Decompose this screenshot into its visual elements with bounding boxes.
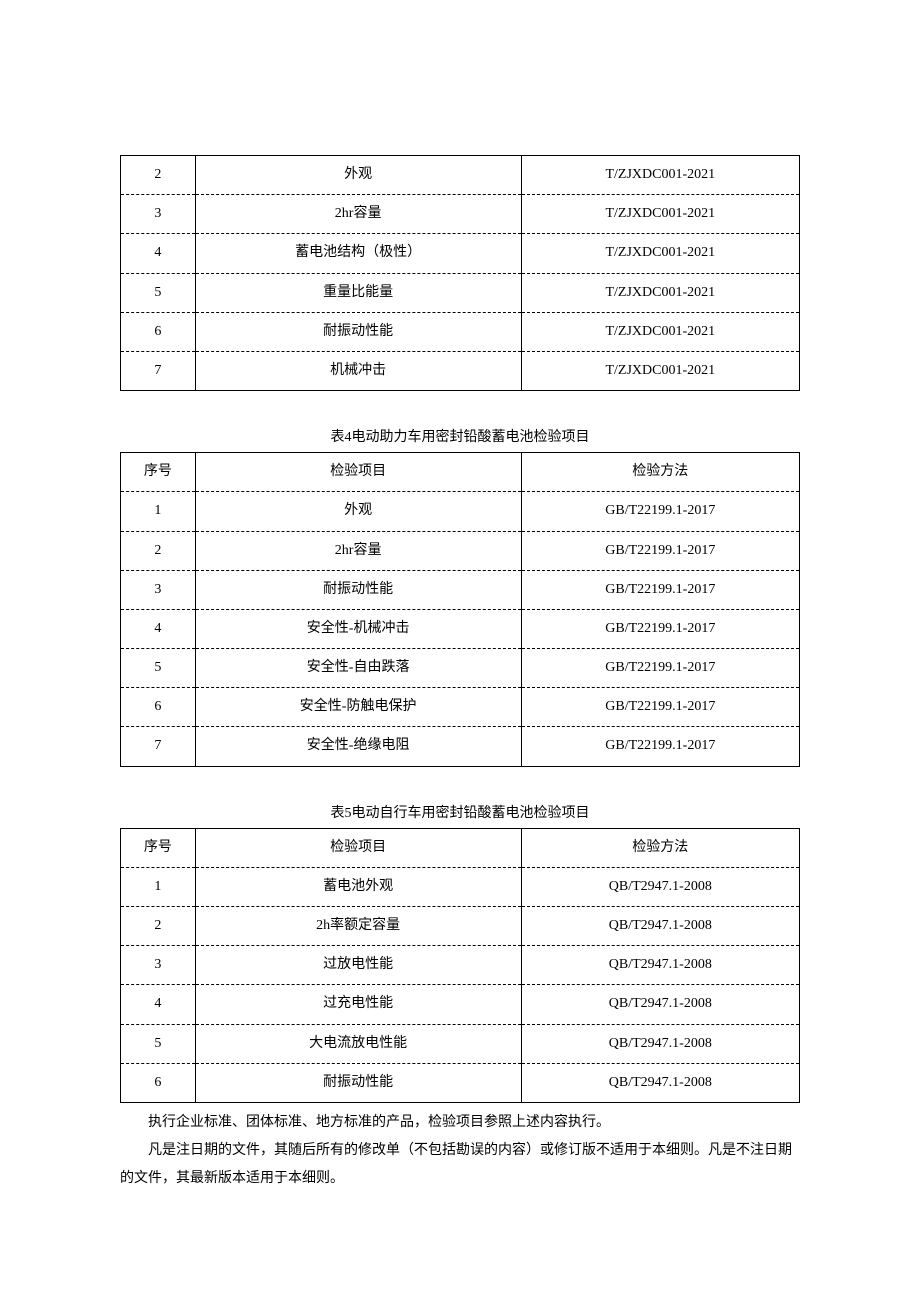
table-row: 4蓄电池结构（极性）T/ZJXDC001-2021: [121, 234, 800, 273]
table-row: 22h率额定容量QB/T2947.1-2008: [121, 907, 800, 946]
cell-item: 2hr容量: [195, 195, 521, 234]
table-row: 2外观T/ZJXDC001-2021: [121, 156, 800, 195]
footnote-2: 凡是注日期的文件，其随后所有的修改单（不包括勘误的内容）或修订版不适用于本细则。…: [120, 1137, 800, 1193]
cell-serial: 2: [121, 907, 196, 946]
header-item: 检验项目: [195, 828, 521, 867]
table3-caption: 表5电动自行车用密封铅酸蓄电池检验项目: [120, 802, 800, 822]
cell-method: GB/T22199.1-2017: [521, 492, 799, 531]
cell-method: T/ZJXDC001-2021: [521, 351, 799, 390]
cell-method: QB/T2947.1-2008: [521, 1024, 799, 1063]
cell-method: QB/T2947.1-2008: [521, 907, 799, 946]
cell-serial: 5: [121, 273, 196, 312]
inspection-table-3: 序号检验项目检验方法1蓄电池外观QB/T2947.1-200822h率额定容量Q…: [120, 828, 800, 1103]
cell-method: T/ZJXDC001-2021: [521, 156, 799, 195]
table-row: 32hr容量T/ZJXDC001-2021: [121, 195, 800, 234]
cell-serial: 2: [121, 531, 196, 570]
cell-serial: 1: [121, 492, 196, 531]
cell-item: 2hr容量: [195, 531, 521, 570]
table-row: 5安全性-自由跌落GB/T22199.1-2017: [121, 649, 800, 688]
cell-item: 重量比能量: [195, 273, 521, 312]
cell-serial: 3: [121, 570, 196, 609]
cell-method: GB/T22199.1-2017: [521, 727, 799, 766]
cell-serial: 3: [121, 195, 196, 234]
cell-item: 过充电性能: [195, 985, 521, 1024]
table-row: 7机械冲击T/ZJXDC001-2021: [121, 351, 800, 390]
cell-item: 蓄电池结构（极性）: [195, 234, 521, 273]
cell-item: 外观: [195, 492, 521, 531]
table-row: 1外观GB/T22199.1-2017: [121, 492, 800, 531]
cell-serial: 5: [121, 1024, 196, 1063]
cell-item: 耐振动性能: [195, 570, 521, 609]
cell-serial: 7: [121, 727, 196, 766]
table-row: 5大电流放电性能QB/T2947.1-2008: [121, 1024, 800, 1063]
cell-serial: 5: [121, 649, 196, 688]
cell-item: 安全性-自由跌落: [195, 649, 521, 688]
cell-item: 大电流放电性能: [195, 1024, 521, 1063]
cell-item: 安全性-机械冲击: [195, 609, 521, 648]
cell-serial: 4: [121, 985, 196, 1024]
cell-method: GB/T22199.1-2017: [521, 531, 799, 570]
cell-serial: 4: [121, 609, 196, 648]
table-row: 22hr容量GB/T22199.1-2017: [121, 531, 800, 570]
cell-item: 机械冲击: [195, 351, 521, 390]
cell-item: 耐振动性能: [195, 1063, 521, 1102]
inspection-table-1: 2外观T/ZJXDC001-202132hr容量T/ZJXDC001-20214…: [120, 155, 800, 391]
table-row: 5重量比能量T/ZJXDC001-2021: [121, 273, 800, 312]
cell-item: 安全性-绝缘电阻: [195, 727, 521, 766]
cell-method: QB/T2947.1-2008: [521, 985, 799, 1024]
table-header-row: 序号检验项目检验方法: [121, 828, 800, 867]
cell-serial: 1: [121, 867, 196, 906]
cell-method: QB/T2947.1-2008: [521, 867, 799, 906]
cell-method: GB/T22199.1-2017: [521, 609, 799, 648]
cell-serial: 2: [121, 156, 196, 195]
table-row: 3过放电性能QB/T2947.1-2008: [121, 946, 800, 985]
cell-method: T/ZJXDC001-2021: [521, 234, 799, 273]
cell-method: T/ZJXDC001-2021: [521, 273, 799, 312]
table-header-row: 序号检验项目检验方法: [121, 453, 800, 492]
cell-method: QB/T2947.1-2008: [521, 1063, 799, 1102]
cell-method: QB/T2947.1-2008: [521, 946, 799, 985]
inspection-table-2: 序号检验项目检验方法1外观GB/T22199.1-201722hr容量GB/T2…: [120, 452, 800, 767]
cell-item: 过放电性能: [195, 946, 521, 985]
header-item: 检验项目: [195, 453, 521, 492]
table-row: 6耐振动性能QB/T2947.1-2008: [121, 1063, 800, 1102]
table-row: 6耐振动性能T/ZJXDC001-2021: [121, 312, 800, 351]
table2-caption: 表4电动助力车用密封铅酸蓄电池检验项目: [120, 426, 800, 446]
cell-item: 蓄电池外观: [195, 867, 521, 906]
cell-serial: 6: [121, 312, 196, 351]
table-row: 4过充电性能QB/T2947.1-2008: [121, 985, 800, 1024]
footnote-1: 执行企业标准、团体标准、地方标准的产品，检验项目参照上述内容执行。: [120, 1109, 800, 1137]
table-row: 4安全性-机械冲击GB/T22199.1-2017: [121, 609, 800, 648]
cell-serial: 6: [121, 688, 196, 727]
cell-item: 安全性-防触电保护: [195, 688, 521, 727]
header-method: 检验方法: [521, 828, 799, 867]
cell-item: 耐振动性能: [195, 312, 521, 351]
header-method: 检验方法: [521, 453, 799, 492]
table-row: 1蓄电池外观QB/T2947.1-2008: [121, 867, 800, 906]
table-row: 6安全性-防触电保护GB/T22199.1-2017: [121, 688, 800, 727]
cell-serial: 7: [121, 351, 196, 390]
cell-method: T/ZJXDC001-2021: [521, 312, 799, 351]
cell-serial: 6: [121, 1063, 196, 1102]
cell-serial: 3: [121, 946, 196, 985]
cell-method: T/ZJXDC001-2021: [521, 195, 799, 234]
cell-item: 外观: [195, 156, 521, 195]
header-serial: 序号: [121, 453, 196, 492]
cell-method: GB/T22199.1-2017: [521, 649, 799, 688]
cell-item: 2h率额定容量: [195, 907, 521, 946]
table-row: 7安全性-绝缘电阻GB/T22199.1-2017: [121, 727, 800, 766]
header-serial: 序号: [121, 828, 196, 867]
cell-serial: 4: [121, 234, 196, 273]
table-row: 3耐振动性能GB/T22199.1-2017: [121, 570, 800, 609]
cell-method: GB/T22199.1-2017: [521, 688, 799, 727]
cell-method: GB/T22199.1-2017: [521, 570, 799, 609]
